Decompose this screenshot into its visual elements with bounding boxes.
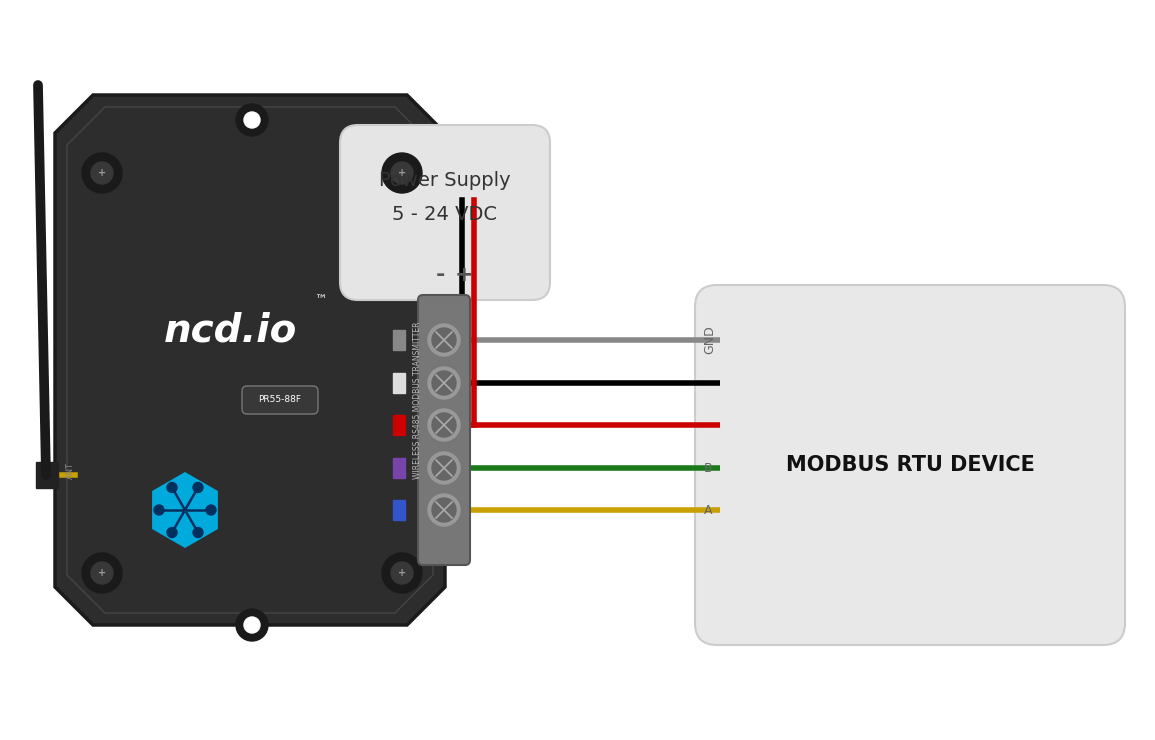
Circle shape — [432, 498, 456, 522]
Text: Power Supply: Power Supply — [379, 170, 511, 189]
Text: MODBUS RTU DEVICE: MODBUS RTU DEVICE — [785, 455, 1035, 475]
Circle shape — [91, 162, 113, 184]
FancyBboxPatch shape — [695, 285, 1125, 645]
Text: +: + — [98, 168, 106, 178]
Circle shape — [429, 367, 460, 399]
Circle shape — [392, 162, 413, 184]
Polygon shape — [55, 95, 445, 625]
Text: +: + — [398, 168, 407, 178]
Circle shape — [392, 562, 413, 584]
Text: ncd.io: ncd.io — [163, 311, 297, 349]
FancyBboxPatch shape — [418, 295, 470, 565]
Text: +: + — [98, 568, 106, 578]
Circle shape — [193, 482, 203, 493]
Circle shape — [167, 482, 177, 493]
Circle shape — [432, 413, 456, 437]
Circle shape — [432, 371, 456, 395]
Circle shape — [236, 104, 268, 136]
Polygon shape — [152, 472, 218, 548]
Text: -: - — [435, 265, 445, 285]
Text: WIRELESS RS485 MODBUS TRANSMITTER: WIRELESS RS485 MODBUS TRANSMITTER — [413, 321, 423, 479]
FancyBboxPatch shape — [243, 386, 318, 414]
Circle shape — [429, 452, 460, 484]
Circle shape — [432, 456, 456, 480]
Circle shape — [91, 562, 113, 584]
Text: +: + — [398, 568, 407, 578]
Circle shape — [382, 553, 422, 593]
Text: 5 - 24 VDC: 5 - 24 VDC — [393, 206, 498, 224]
Text: PR55-88F: PR55-88F — [259, 395, 301, 405]
Text: +: + — [455, 265, 474, 285]
Text: GND: GND — [703, 326, 716, 354]
Circle shape — [82, 153, 122, 193]
Circle shape — [236, 609, 268, 641]
Text: ANT: ANT — [66, 462, 75, 479]
Bar — [393, 330, 405, 350]
Text: B: B — [703, 462, 713, 474]
Text: A: A — [703, 503, 713, 517]
Circle shape — [206, 505, 216, 515]
Circle shape — [167, 528, 177, 537]
FancyBboxPatch shape — [340, 125, 550, 300]
Text: ™: ™ — [314, 294, 326, 306]
Bar — [393, 373, 405, 393]
Circle shape — [382, 153, 422, 193]
Circle shape — [429, 494, 460, 526]
Circle shape — [154, 505, 164, 515]
Circle shape — [244, 112, 260, 128]
Circle shape — [429, 409, 460, 441]
Circle shape — [82, 553, 122, 593]
Circle shape — [193, 528, 203, 537]
Bar — [393, 458, 405, 478]
Circle shape — [432, 328, 456, 352]
Circle shape — [429, 324, 460, 356]
Circle shape — [244, 617, 260, 633]
Bar — [393, 500, 405, 520]
Bar — [36, 462, 58, 488]
Bar — [393, 415, 405, 435]
